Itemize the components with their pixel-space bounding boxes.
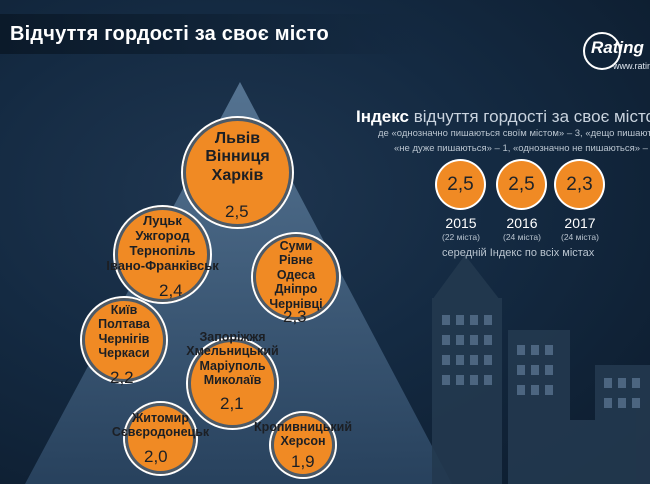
index-scale-line-1: де «однозначно пишаються своїм містом» –… [378,128,650,139]
logo-ring [583,32,621,70]
group-circle-6 [125,403,196,474]
group-5-value: 2,1 [220,394,244,413]
building-windows [442,315,640,408]
group-circle-2 [115,207,210,302]
group-1-value: 2,5 [225,202,249,221]
year-2017-value: 2,3 [566,174,593,195]
page-title: Відчуття гордості за своє місто [10,23,329,45]
group-3-cities: Суми Рівне Одеса Дніпро Чернівці [269,239,323,311]
year-circle-2016: 2,5 [498,161,545,208]
group-3-value: 2,3 [283,307,307,326]
group-5-cities: Запоріжжя Хмельницький Маріуполь Миколаї… [186,330,279,388]
year-note-2016: (24 міста) [503,232,541,242]
year-2016-value: 2,5 [508,174,535,195]
year-note-2017: (24 міста) [561,232,599,242]
group-circle-5 [188,339,277,428]
title-bar [0,14,420,54]
index-title: Індекс відчуття гордості за своє місто [356,107,650,127]
average-index-label: середній Індекс по всіх містах [442,247,595,259]
group-6-value: 2,0 [144,447,168,466]
year-label-2017: 2017 [564,215,596,231]
year-label-2015: 2015 [445,215,477,231]
pyramid-shape [25,82,452,484]
year-circle-2017: 2,3 [556,161,603,208]
index-scale-line-2: «не дуже пишаються» – 1, «однозначно не … [394,143,650,154]
logo-name: Rating [591,38,644,57]
year-2015-value: 2,5 [447,174,474,195]
group-circle-1 [183,118,292,227]
year-circle-2015: 2,5 [437,161,484,208]
year-label-2016: 2016 [506,215,538,231]
city-buildings [432,255,650,484]
group-circle-3 [253,234,339,320]
group-circle-7 [271,413,335,477]
group-7-cities: Кропивницький Херсон [253,420,353,449]
group-7-value: 1,9 [291,452,315,471]
group-4-cities: Київ Полтава Чернігів Черкаси [98,303,150,361]
year-note-2015: (22 міста) [442,232,480,242]
group-2-cities: Луцьк Ужгород Тернопіль Івано-Франківськ [106,213,219,273]
group-circle-4 [82,298,166,382]
group-2-value: 2,4 [159,281,183,300]
logo-url: www.ratin [613,61,650,71]
group-1-cities: Львів Вінниця Харків [205,130,270,184]
group-6-cities: Житомир Сєвєродонецьк [111,411,210,440]
group-4-value: 2,2 [110,368,134,387]
index-title-bold: Індекс [356,107,409,126]
index-title-rest: відчуття гордості за своє місто [413,107,650,126]
